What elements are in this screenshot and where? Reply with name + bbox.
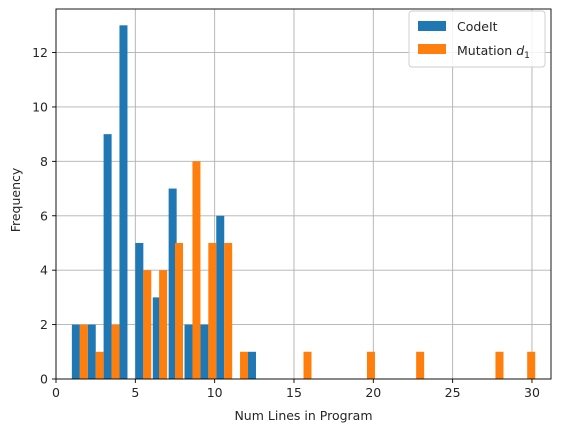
- series-codeit: [71, 25, 256, 380]
- bar: [119, 25, 128, 380]
- bar: [495, 351, 504, 379]
- bar: [152, 297, 161, 379]
- legend-swatch-mutation: [418, 44, 446, 54]
- bar: [103, 134, 112, 379]
- legend: CodeIt Mutation d1: [408, 10, 546, 68]
- bar: [95, 351, 104, 379]
- legend-label-mutation: Mutation d1: [457, 43, 530, 61]
- y-tick-label: 0: [40, 372, 48, 387]
- bar: [168, 188, 177, 379]
- y-tick-label: 4: [40, 263, 48, 278]
- bar: [224, 242, 233, 379]
- bar: [303, 351, 312, 379]
- bars: [71, 25, 536, 380]
- bar: [87, 324, 96, 379]
- bar: [247, 351, 256, 379]
- x-tick-label: 20: [365, 385, 381, 400]
- ticks: 0 5 10 15 20 25 30 0 2 4 6 8 10 12: [32, 45, 540, 400]
- y-tick-label: 2: [40, 317, 48, 332]
- bar: [216, 215, 225, 379]
- y-tick-label: 12: [32, 45, 48, 60]
- y-tick-label: 8: [40, 154, 48, 169]
- legend-label-codeit: CodeIt: [457, 19, 498, 34]
- x-tick-label: 5: [131, 385, 139, 400]
- x-tick-label: 25: [445, 385, 461, 400]
- x-axis-label: Num Lines in Program: [234, 408, 372, 423]
- series-mutation: [79, 161, 536, 379]
- x-tick-label: 10: [207, 385, 223, 400]
- bar: [184, 324, 193, 379]
- y-axis-label: Frequency: [8, 167, 23, 232]
- bar: [135, 242, 144, 379]
- bar: [416, 351, 425, 379]
- y-tick-label: 10: [32, 99, 48, 114]
- x-tick-label: 0: [52, 385, 60, 400]
- bar: [240, 351, 249, 379]
- bar: [174, 242, 184, 379]
- bar: [71, 324, 80, 379]
- bar: [208, 242, 217, 379]
- y-tick-label: 6: [40, 208, 48, 223]
- x-tick-label: 15: [286, 385, 302, 400]
- legend-swatch-codeit: [418, 21, 446, 31]
- bar: [200, 324, 209, 379]
- bar: [111, 324, 120, 379]
- bar: [79, 324, 88, 379]
- bar: [192, 161, 201, 379]
- bar: [143, 270, 152, 379]
- bar: [527, 351, 536, 379]
- bar: [366, 351, 375, 379]
- x-tick-label: 30: [524, 385, 540, 400]
- bar: [159, 270, 168, 379]
- plot-frame: [55, 8, 552, 380]
